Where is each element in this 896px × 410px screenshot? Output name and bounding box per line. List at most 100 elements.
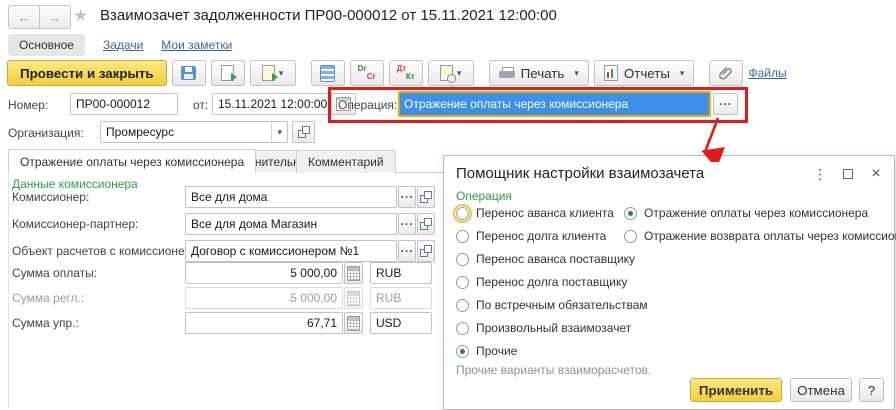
mgmt-currency-input[interactable]: USD — [370, 312, 432, 334]
print-button[interactable]: Печать ▾ — [488, 60, 589, 86]
mgmt-sum-input[interactable]: 67,71 — [185, 312, 343, 334]
regl-sum-input: 5 000,00 — [185, 287, 343, 309]
reports-button[interactable]: Отчеты ▾ — [593, 60, 695, 86]
nav-tab-main[interactable]: Основное — [8, 34, 85, 56]
nav-tabs: Основное Задачи Мои заметки — [8, 34, 232, 56]
offset-assistant-dialog: Помощник настройки взаимозачета ⋮ × Опер… — [443, 155, 896, 410]
dtkt-button[interactable]: Дт Кт — [388, 60, 423, 86]
radio-counter-obligations[interactable]: По встречным обязательствам — [456, 298, 648, 312]
cancel-button[interactable]: Отмена — [790, 378, 852, 402]
partner-select-button[interactable]: ... — [398, 213, 416, 235]
chevron-down-icon[interactable]: ▾ — [271, 122, 287, 142]
create-based-on-button[interactable]: ▾ — [249, 60, 296, 86]
open-icon — [420, 245, 432, 257]
maximize-icon[interactable] — [840, 166, 856, 182]
radio-client-debt-transfer[interactable]: Перенос долга клиента — [456, 229, 606, 243]
dtkt-icon: Дт Кт — [396, 64, 415, 81]
mgmt-sum-label: Сумма упр.: — [12, 316, 79, 330]
dialog-window-controls: ⋮ × — [812, 165, 884, 182]
radio-icon — [456, 252, 469, 266]
number-input[interactable]: ПР00-000012 — [70, 93, 178, 115]
settlement-object-input[interactable]: Договор с комиссионером №1 — [185, 240, 397, 262]
nav-tab-notes[interactable]: Мои заметки — [161, 38, 233, 52]
radio-label: Произвольный взаимозачет — [476, 321, 632, 335]
post-and-close-button[interactable]: Провести и закрыть — [7, 60, 167, 86]
calendar-button[interactable] — [331, 93, 356, 115]
commissioner-select-button[interactable]: ... — [398, 186, 416, 208]
number-label: Номер: — [8, 98, 49, 112]
nav-tab-tasks[interactable]: Задачи — [102, 38, 144, 52]
commissioner-label: Комиссионер: — [12, 190, 90, 204]
date-label: от: — [193, 98, 209, 112]
commissioner-input[interactable]: Все для дома — [185, 186, 397, 208]
payment-currency-input[interactable]: RUB — [370, 262, 432, 284]
radio-payment-via-commissioner[interactable]: Отражение оплаты через комиссионера — [624, 206, 868, 220]
organization-open-button[interactable] — [292, 121, 315, 143]
operation-select-button[interactable]: ... — [713, 93, 738, 115]
radio-label: Отражение возврата оплаты через комиссио… — [644, 229, 896, 243]
mgmt-sum-calc-button[interactable] — [344, 312, 363, 334]
radio-label: Перенос долга клиента — [476, 229, 607, 243]
radio-supplier-debt-transfer[interactable]: Перенос долга поставщику — [456, 275, 627, 289]
radio-icon — [456, 275, 469, 289]
radio-payment-return-via-commissioner[interactable]: Отражение возврата оплаты через комиссио… — [624, 229, 896, 243]
back-icon[interactable]: ← — [8, 5, 40, 29]
radio-label: Отражение оплаты через комиссионера — [644, 206, 869, 220]
regl-currency-input: RUB — [370, 287, 432, 309]
dialog-title: Помощник настройки взаимозачета — [456, 165, 705, 182]
settlement-open-button[interactable] — [417, 240, 435, 262]
calculator-icon — [347, 290, 360, 306]
operation-input[interactable]: Отражение оплаты через комиссионера — [398, 91, 711, 117]
payment-sum-input[interactable]: 5 000,00 — [185, 262, 343, 284]
attachments-button[interactable] — [709, 60, 744, 86]
menu-icon[interactable]: ⋮ — [813, 165, 827, 182]
tab-comment[interactable]: Комментарий — [296, 150, 396, 173]
organization-combo[interactable]: Промресурс ▾ — [100, 121, 288, 143]
help-button[interactable]: ? — [859, 378, 884, 402]
close-icon[interactable]: × — [871, 165, 881, 182]
radio-arbitrary-offset[interactable]: Произвольный взаимозачет — [456, 321, 631, 335]
radio-supplier-advance-transfer[interactable]: Перенос аванса поставщику — [456, 252, 635, 266]
forward-icon[interactable]: → — [39, 5, 71, 29]
post-button[interactable] — [210, 60, 245, 86]
ellipsis-icon: ... — [400, 214, 414, 228]
drcr-button[interactable]: Dr Cr — [349, 60, 384, 86]
calculator-icon — [347, 265, 360, 281]
radio-icon — [453, 203, 472, 223]
organization-value: Промресурс — [106, 125, 175, 139]
save-button[interactable] — [171, 60, 206, 86]
commissioner-open-button[interactable] — [417, 186, 435, 208]
radio-icon — [456, 321, 469, 335]
register-records-button[interactable] — [310, 60, 345, 86]
payment-sum-calc-button[interactable] — [344, 262, 363, 284]
partner-open-button[interactable] — [417, 213, 435, 235]
date-input[interactable]: 15.11.2021 12:00:00 — [212, 93, 330, 115]
toolbar: Провести и закрыть ▾ Dr Cr Дт Кт ▾ Печать … — [7, 60, 787, 86]
files-link[interactable]: Файлы — [748, 66, 787, 80]
printer-icon — [498, 66, 515, 80]
organization-label: Организация: — [8, 126, 84, 140]
dialog-section-operation: Операция — [456, 189, 512, 203]
radio-icon — [456, 298, 469, 312]
radio-icon — [624, 206, 637, 220]
chevron-down-icon: ▾ — [574, 67, 579, 78]
section-commissioner-data: Данные комиссионера — [12, 177, 138, 191]
apply-button[interactable]: Применить — [690, 378, 782, 402]
copy-history-button[interactable]: ▾ — [427, 60, 474, 86]
save-icon — [181, 66, 197, 80]
paperclip-icon — [719, 67, 733, 80]
tab-operation-main[interactable]: Отражение оплаты через комиссионера — [8, 149, 257, 173]
favorite-star-icon[interactable]: ★ — [73, 6, 89, 25]
document-clock-icon — [439, 65, 456, 83]
radio-label: Перенос долга поставщику — [476, 275, 628, 289]
operation-label: Операция: — [338, 98, 398, 112]
open-icon — [420, 218, 432, 230]
settlement-select-button[interactable]: ... — [398, 240, 416, 262]
commissioner-partner-input[interactable]: Все для дома Магазин — [185, 213, 397, 235]
radio-other[interactable]: Прочие — [456, 344, 517, 358]
radio-client-advance-transfer[interactable]: Перенос аванса клиента — [453, 203, 614, 223]
report-icon — [603, 65, 618, 81]
post-document-icon — [221, 65, 238, 81]
page-title: Взаимозачет задолженности ПР00-000012 от… — [100, 7, 557, 24]
payment-sum-label: Сумма оплаты: — [12, 266, 98, 280]
